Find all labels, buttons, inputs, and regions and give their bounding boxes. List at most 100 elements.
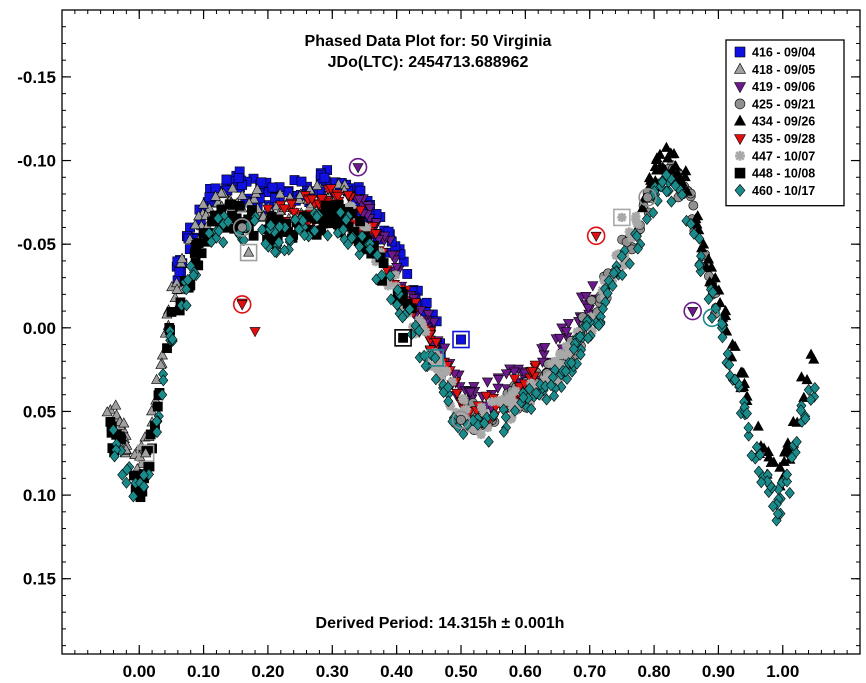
- data-point: [632, 219, 642, 229]
- data-point: [549, 390, 560, 402]
- data-point: [602, 287, 613, 300]
- data-point: [256, 177, 267, 188]
- chart-title: Phased Data Plot for: 50 Virginia: [305, 33, 552, 50]
- legend-label: 425 - 09/21: [752, 97, 815, 111]
- data-point: [233, 173, 244, 184]
- data-point: [397, 303, 407, 313]
- legend-marker: [734, 167, 746, 179]
- data-point: [189, 218, 201, 230]
- data-point: [496, 397, 506, 408]
- x-tick-label: 0.30: [316, 662, 349, 681]
- highlight-ring: [613, 208, 631, 227]
- data-point: [257, 223, 268, 236]
- data-point: [771, 514, 782, 527]
- data-point: [730, 373, 741, 386]
- data-point: [624, 227, 634, 237]
- data-point: [162, 343, 172, 354]
- data-point: [614, 249, 624, 259]
- data-point: [568, 343, 579, 356]
- data-point: [650, 153, 663, 165]
- data-point: [181, 299, 192, 312]
- data-point: [661, 185, 672, 198]
- data-point: [386, 250, 398, 261]
- data-point: [685, 217, 696, 230]
- data-point: [694, 259, 705, 272]
- data-point: [657, 176, 668, 189]
- legend-label: 460 - 10/17: [752, 184, 815, 198]
- data-point: [617, 268, 628, 281]
- y-tick-label: 0.15: [23, 570, 56, 589]
- data-point: [618, 260, 629, 270]
- data-point: [138, 480, 149, 493]
- y-tick-label: -0.15: [17, 68, 56, 87]
- data-point: [632, 242, 643, 255]
- data-point: [152, 401, 163, 412]
- data-point: [215, 187, 227, 198]
- legend-marker: [733, 134, 747, 146]
- data-point: [800, 412, 811, 425]
- data-point: [660, 141, 672, 152]
- data-point: [736, 366, 748, 377]
- data-point: [265, 219, 276, 232]
- data-point: [526, 366, 538, 378]
- data-point: [213, 212, 224, 225]
- data-point: [530, 382, 541, 392]
- data-point: [325, 184, 337, 195]
- data-point: [376, 269, 387, 282]
- data-point: [191, 239, 202, 250]
- data-point: [510, 398, 520, 408]
- data-point: [166, 307, 177, 317]
- data-point: [297, 214, 308, 227]
- data-point: [430, 373, 441, 386]
- data-point: [213, 224, 224, 237]
- data-point: [554, 377, 564, 387]
- data-point: [311, 179, 323, 190]
- data-point: [390, 270, 401, 280]
- data-point: [476, 429, 486, 440]
- data-point: [805, 348, 817, 359]
- legend-marker: [734, 98, 746, 110]
- data-point: [206, 235, 217, 248]
- data-point: [288, 208, 300, 219]
- data-point: [608, 267, 619, 280]
- legend-marker: [733, 114, 747, 126]
- data-point: [391, 263, 403, 274]
- data-point: [397, 311, 408, 324]
- data-point: [355, 216, 366, 227]
- data-point: [416, 318, 426, 328]
- data-point: [117, 468, 128, 481]
- data-point: [332, 191, 344, 203]
- data-point: [511, 386, 521, 396]
- highlight-ring: [136, 444, 155, 463]
- data-point: [616, 250, 627, 263]
- highlight-ring: [239, 243, 258, 262]
- data-point: [489, 408, 500, 421]
- data-point: [299, 229, 310, 242]
- data-point: [236, 189, 248, 200]
- data-point: [234, 200, 245, 211]
- data-point: [274, 220, 285, 233]
- data-point: [354, 205, 366, 217]
- data-point: [436, 374, 446, 384]
- data-point: [724, 358, 735, 371]
- data-point: [319, 172, 330, 183]
- data-point: [251, 183, 263, 194]
- data-point: [762, 445, 774, 456]
- legend: 416 - 09/04 418 - 09/05 419 - 09/06 425 - 0…: [725, 39, 845, 207]
- y-tick-label: 0.05: [23, 402, 56, 421]
- data-point: [481, 377, 494, 388]
- data-point: [311, 210, 322, 223]
- data-point: [147, 443, 157, 454]
- data-point: [209, 190, 222, 201]
- highlight-ring: [452, 330, 470, 349]
- data-point: [188, 269, 199, 282]
- data-point: [525, 398, 535, 409]
- highlight-ring: [394, 329, 412, 347]
- highlight-ring: [232, 295, 252, 314]
- data-point: [801, 373, 813, 385]
- outlier-point: [249, 327, 261, 338]
- data-point: [392, 283, 403, 296]
- data-point: [121, 476, 132, 489]
- data-point: [688, 227, 699, 240]
- data-point: [550, 356, 560, 366]
